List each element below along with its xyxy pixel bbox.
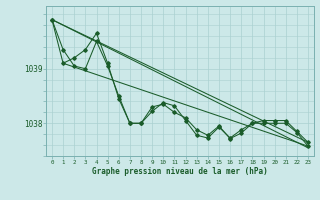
X-axis label: Graphe pression niveau de la mer (hPa): Graphe pression niveau de la mer (hPa) — [92, 167, 268, 176]
